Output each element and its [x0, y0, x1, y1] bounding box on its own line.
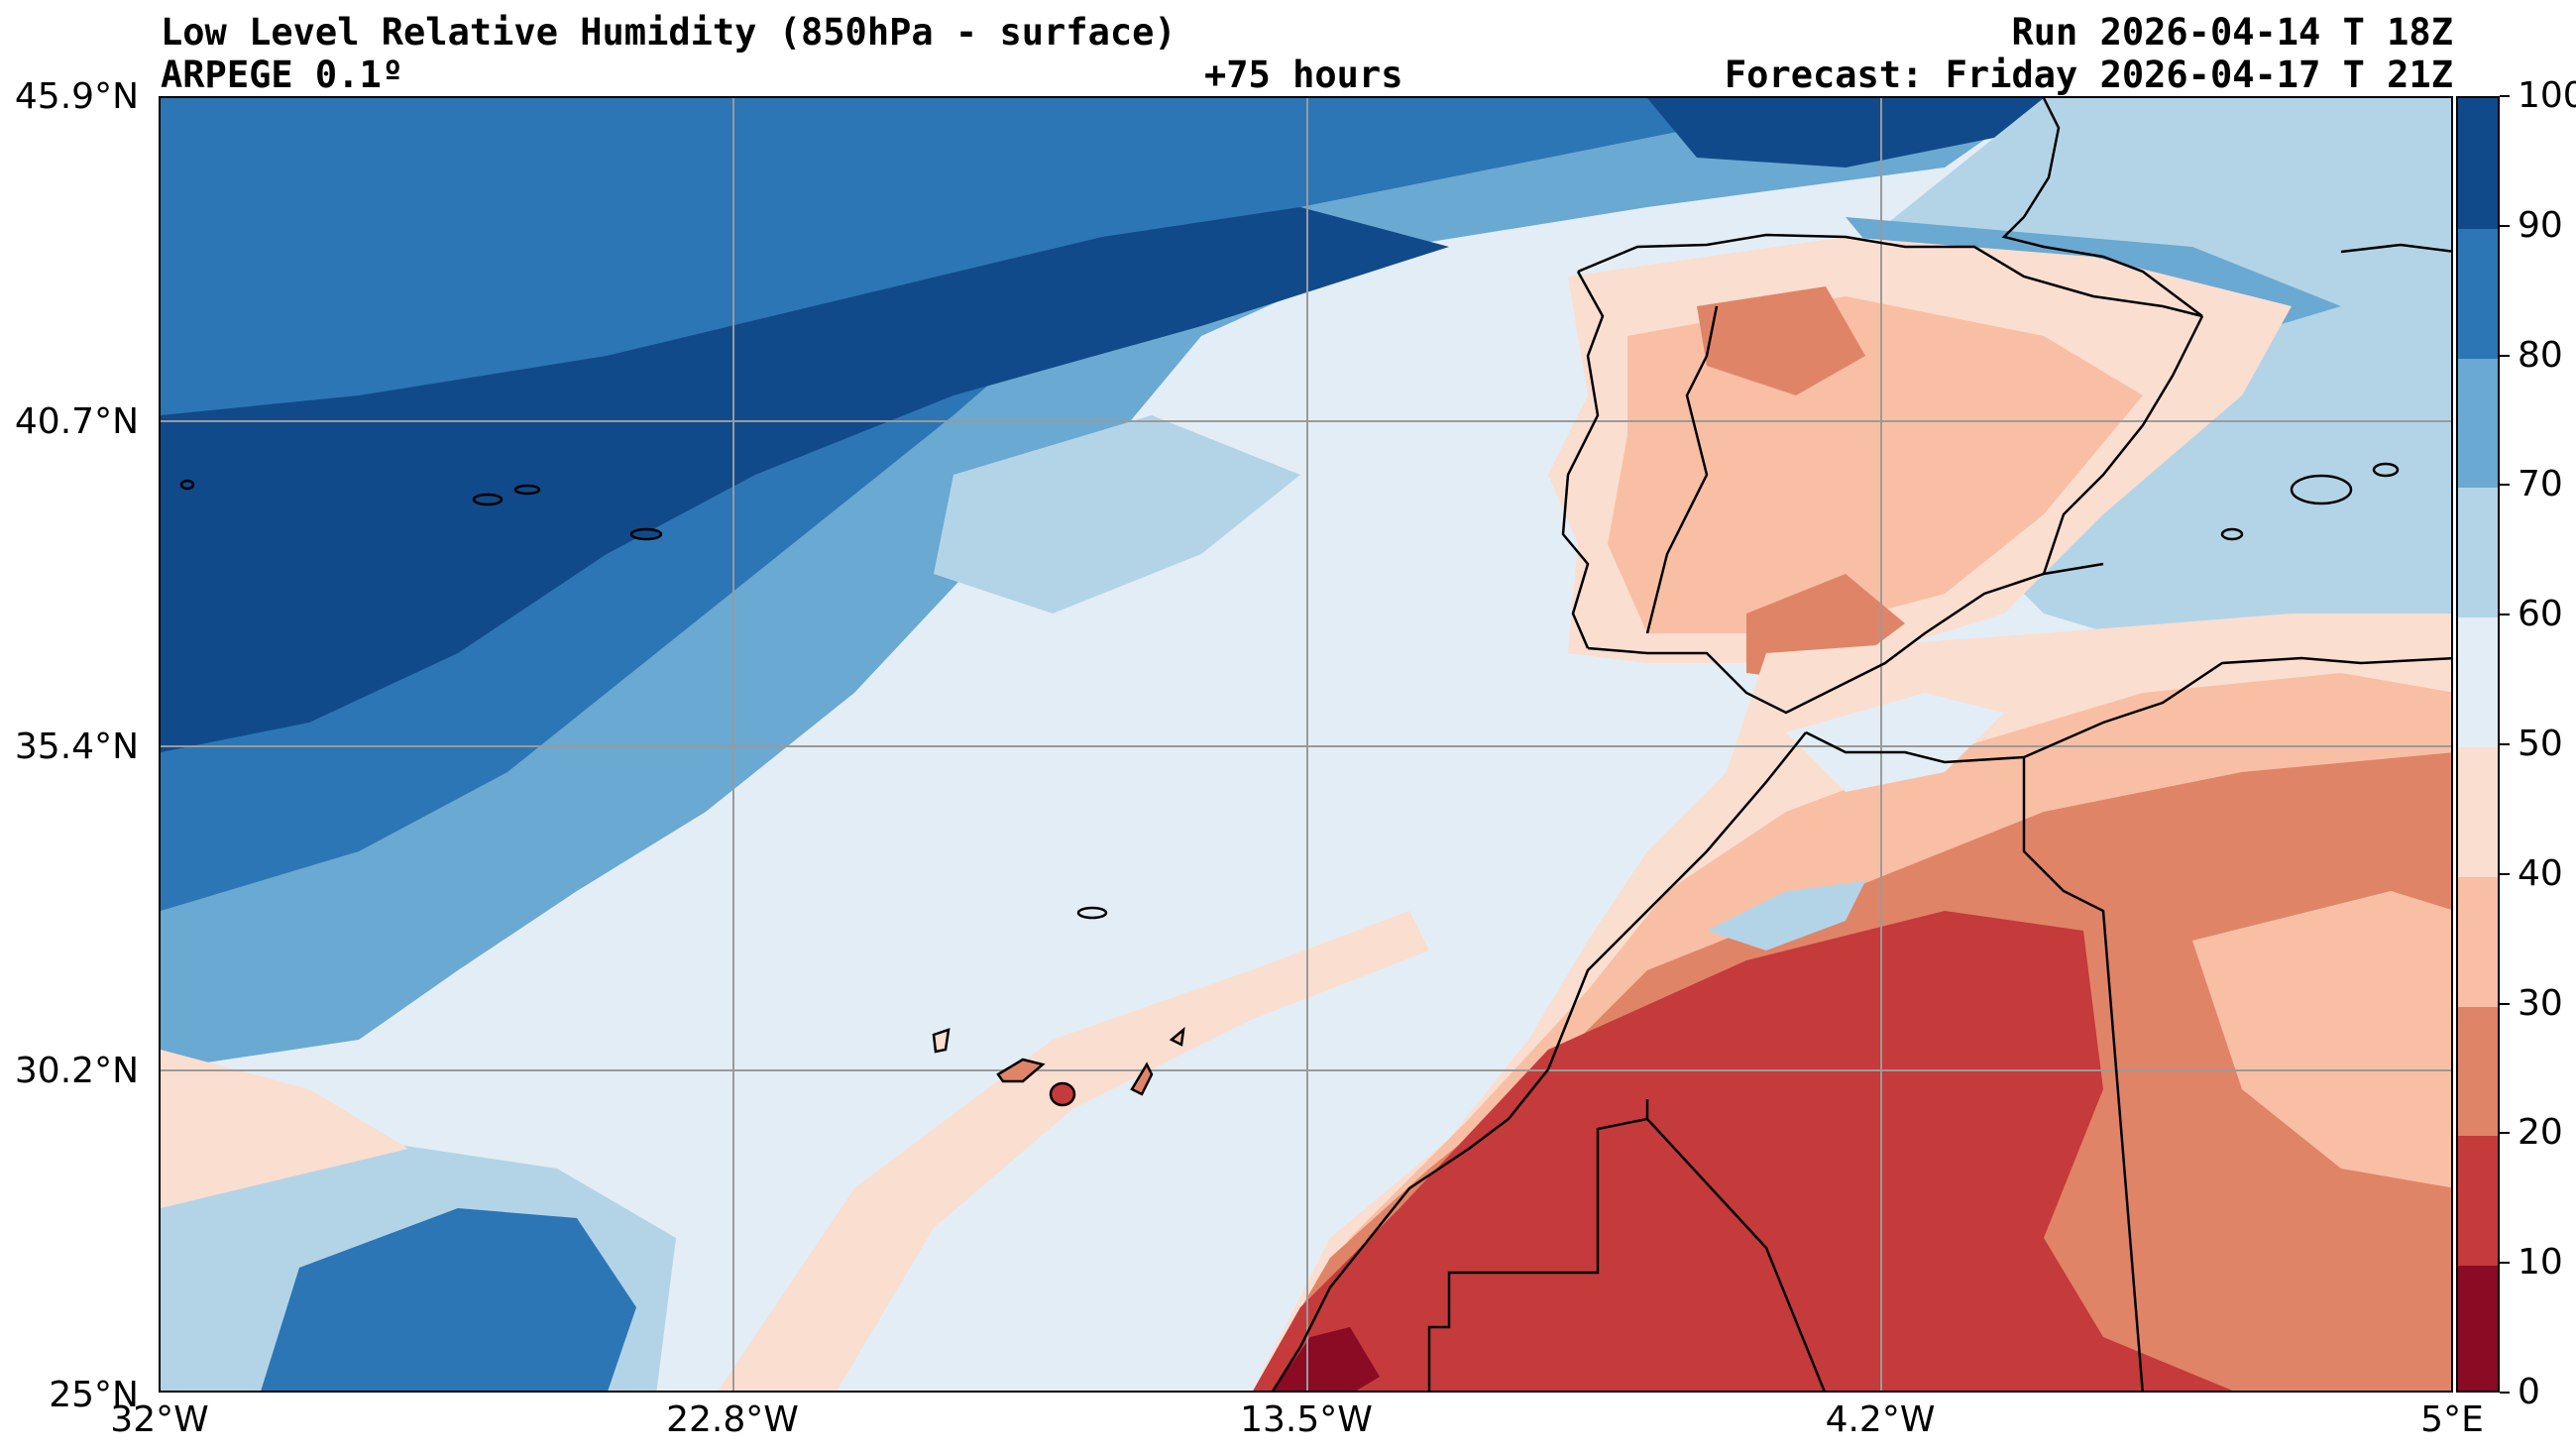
rh-50-60-gibraltar [1786, 693, 2004, 792]
graticule [161, 98, 2451, 1391]
rh-90-100-field [161, 207, 1449, 752]
colorbar-segment [2458, 746, 2498, 877]
colorbar-segment [2458, 1135, 2498, 1267]
colorbar-label: 50 [2518, 724, 2563, 764]
map-canvas [161, 98, 2451, 1391]
humidity-map[interactable] [159, 96, 2453, 1393]
colorbar-tick [2500, 872, 2510, 875]
colorbar-tick [2500, 1132, 2510, 1135]
azores-islands [472, 493, 504, 506]
rh-10-20-africa [1253, 911, 2233, 1391]
balearic-menorca [2372, 462, 2400, 478]
colorbar-label: 60 [2518, 594, 2563, 635]
colorbar-tick [2500, 1002, 2510, 1005]
lon-label: 5°E [2420, 1399, 2484, 1440]
run-label: Run 2026-04-14 T 18Z [2011, 11, 2453, 54]
canary-island-tenerife [996, 1058, 1046, 1083]
colorbar-label: 100 [2518, 75, 2576, 116]
colorbar-label: 10 [2518, 1242, 2563, 1284]
rh-30-40-iberia [1608, 296, 2143, 633]
colorbar-label: 70 [2518, 464, 2563, 505]
rh-60-70-patch [934, 415, 1300, 614]
colorbar-segment [2458, 1005, 2498, 1137]
coastlines [1272, 98, 2451, 1391]
lon-label: 22.8°W [666, 1399, 799, 1440]
colorbar-label: 40 [2518, 852, 2563, 894]
coastline-med-north [2340, 243, 2451, 254]
colorbar-segment [2458, 98, 2498, 229]
colorbar-segment [2458, 616, 2498, 747]
balearic-mallorca [2290, 474, 2353, 505]
coastline-iberia-south [1587, 562, 2104, 715]
colorbar-tick [2500, 743, 2510, 745]
rh-20-30-iberia [1697, 286, 1865, 395]
azores-island-3 [629, 527, 663, 541]
colorbar-label: 0 [2518, 1372, 2540, 1412]
balearic-ibiza [2220, 527, 2244, 541]
lat-label: 35.4°N [14, 726, 139, 767]
lead-time-label: +75 hours [1204, 54, 1403, 96]
coastline-africa-west [1272, 731, 1807, 1391]
coastline-iberia-west [1561, 271, 1605, 649]
canary-island-lapalma [932, 1028, 951, 1054]
colorbar-label: 30 [2518, 982, 2563, 1024]
azores-island-2 [513, 484, 541, 496]
coastline-france [2001, 98, 2203, 317]
colorbar-label: 20 [2518, 1112, 2563, 1154]
colorbar-tick [2500, 224, 2510, 227]
azores-island-4 [179, 479, 195, 491]
rh-40-50-west-band [161, 1050, 408, 1208]
colorbar-label: 90 [2518, 204, 2563, 246]
madeira-island [1076, 906, 1108, 920]
colorbar-tick [2500, 1262, 2510, 1265]
canary-island-fuerteventura [1130, 1061, 1154, 1096]
islands [179, 462, 2400, 1107]
colorbar-segment [2458, 875, 2498, 1007]
rh-90-100-north [1647, 98, 2044, 168]
colorbar-segment [2458, 357, 2498, 489]
lon-label: 13.5°W [1240, 1399, 1373, 1440]
forecast-label: Forecast: Friday 2026-04-17 T 21Z [1724, 54, 2453, 96]
rh-30-40-sahara [2192, 891, 2451, 1188]
lat-label: 25°N [49, 1375, 139, 1415]
rh-80-90-field [161, 98, 1846, 911]
lat-label: 45.9°N [14, 76, 139, 117]
canary-island-grancanaria [1049, 1081, 1076, 1107]
colorbar-tick [2500, 354, 2510, 357]
coastline-iberia-north [1577, 233, 2203, 318]
rh-0-10-coast [1273, 1327, 1380, 1391]
colorbar-tick [2500, 614, 2510, 616]
rh-60-70-atlas [1707, 881, 1865, 950]
colorbar-label: 80 [2518, 334, 2563, 376]
lat-label: 40.7°N [14, 401, 139, 442]
colorbar-tick [2500, 1392, 2510, 1394]
coastline-iberia-east [2042, 315, 2204, 575]
colorbar-tick [2500, 95, 2510, 97]
border-algeria [2022, 757, 2144, 1391]
border-spain-portugal [1645, 305, 1719, 634]
model-label: ARPEGE 0.1º [161, 54, 404, 96]
colorbar-segment [2458, 1265, 2498, 1391]
colorbar-tick [2500, 484, 2510, 487]
coastline-africa-north [1805, 656, 2451, 764]
rh-40-50-ocean-band [718, 911, 1429, 1391]
canary-island-lanzarote [1169, 1026, 1185, 1047]
border-mauritania [1427, 1099, 1649, 1391]
rh-80-90-southwest [261, 1208, 636, 1391]
border-western-sahara [1646, 1118, 1826, 1391]
lat-label: 30.2°N [14, 1051, 139, 1091]
colorbar [2456, 96, 2500, 1393]
colorbar-segment [2458, 227, 2498, 359]
lon-label: 4.2°W [1825, 1399, 1936, 1440]
lon-label: 32°W [110, 1399, 209, 1440]
chart-title: Low Level Relative Humidity (850hPa - su… [161, 11, 1176, 54]
colorbar-segment [2458, 487, 2498, 618]
